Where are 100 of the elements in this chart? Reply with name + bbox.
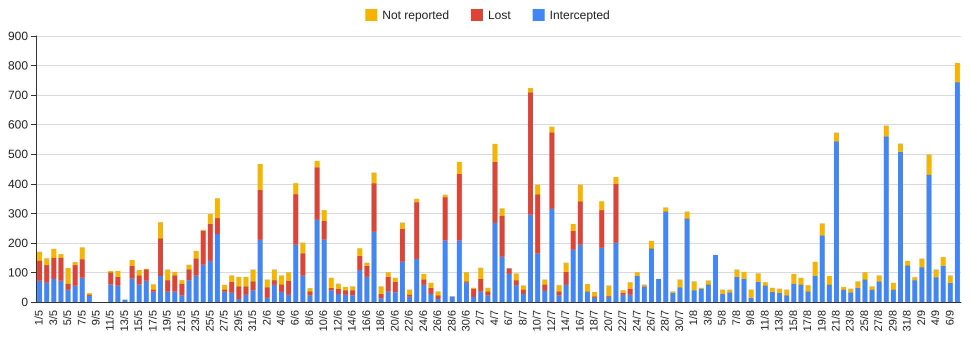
legend-label: Not reported (382, 8, 449, 22)
bar (236, 286, 242, 300)
x-tick-label: 19/8 (816, 310, 828, 332)
y-tick-label: 200 (8, 236, 28, 250)
bar (478, 268, 484, 279)
bar (250, 290, 256, 302)
x-tick-label: 26/7 (645, 310, 658, 332)
x-tick-label: 17/8 (802, 310, 814, 332)
bar (912, 280, 918, 302)
bar (286, 294, 292, 302)
x-tick-label: 2/7 (474, 310, 487, 326)
bar (592, 298, 598, 302)
bar (130, 266, 135, 278)
bar (264, 287, 270, 298)
x-tick-label: 2/6 (261, 310, 274, 326)
bar (954, 82, 960, 302)
bar (613, 242, 618, 302)
bar (919, 258, 924, 268)
bar (848, 288, 854, 292)
bar (51, 278, 56, 302)
bar (144, 269, 149, 281)
bar (706, 284, 711, 302)
bar (464, 282, 469, 302)
bar (130, 278, 135, 302)
x-tick-label: 22/7 (617, 310, 630, 332)
bar (278, 275, 284, 285)
bar (428, 282, 434, 288)
y-tick-label: 300 (8, 206, 28, 220)
bar (756, 273, 761, 282)
bar (278, 284, 284, 292)
bar (165, 280, 170, 292)
bar (58, 254, 64, 258)
x-tick-label: 21/5 (176, 310, 188, 332)
bar (278, 292, 284, 302)
bar (934, 269, 939, 278)
bar (442, 240, 448, 302)
bar (628, 288, 633, 295)
bar (870, 290, 875, 302)
bar (258, 190, 263, 240)
bar (108, 272, 114, 284)
x-tick-label: 30/6 (460, 310, 472, 332)
legend-label: Lost (488, 8, 512, 22)
bar (656, 278, 662, 302)
x-tick-label: 15/8 (788, 310, 800, 332)
bar (535, 184, 540, 194)
bar (520, 294, 526, 302)
bar (798, 284, 804, 302)
bar (194, 275, 199, 302)
bar (150, 284, 156, 290)
bar (720, 290, 726, 294)
bar (214, 218, 220, 234)
x-tick-label: 8/7 (517, 310, 530, 326)
bar (229, 292, 234, 302)
y-tick-label: 700 (8, 88, 28, 102)
bar (350, 295, 356, 302)
bar (72, 286, 78, 302)
y-tick-label: 0 (21, 295, 28, 309)
bar (556, 295, 562, 302)
bar (350, 290, 356, 296)
bar (791, 284, 796, 302)
bar (371, 232, 376, 302)
bar (592, 292, 598, 296)
bar (208, 224, 213, 261)
bar (272, 280, 277, 285)
bar (663, 212, 668, 302)
bar (535, 194, 540, 254)
bar (364, 266, 370, 277)
bar (634, 276, 640, 302)
bar (214, 234, 220, 302)
bar (392, 292, 398, 302)
x-tick-label: 16/7 (574, 310, 586, 332)
x-tick-label: 10/6 (318, 310, 330, 332)
bar (243, 276, 248, 286)
bar (634, 272, 640, 276)
bar (286, 272, 292, 281)
x-tick-label: 7/5 (76, 310, 88, 326)
x-tick-label: 18/6 (375, 310, 388, 332)
bar (378, 298, 384, 302)
bar (500, 256, 505, 302)
bar (528, 92, 534, 215)
bar (37, 252, 42, 261)
bar (236, 299, 242, 302)
bar (898, 152, 904, 302)
bar (392, 282, 398, 292)
bar (371, 183, 376, 232)
x-tick-label: 15/5 (133, 310, 146, 332)
bar (200, 264, 206, 302)
bar (926, 154, 932, 175)
bar (648, 248, 654, 302)
x-tick-label: 4/7 (488, 310, 501, 326)
bar (172, 275, 178, 292)
bar (492, 162, 498, 222)
y-tick-label: 600 (8, 118, 28, 132)
bar (229, 282, 234, 293)
x-tick-label: 9/5 (90, 310, 102, 326)
bar (272, 284, 277, 302)
bar (343, 294, 348, 302)
bar (556, 291, 562, 296)
bar (613, 184, 618, 243)
bar (194, 258, 199, 276)
